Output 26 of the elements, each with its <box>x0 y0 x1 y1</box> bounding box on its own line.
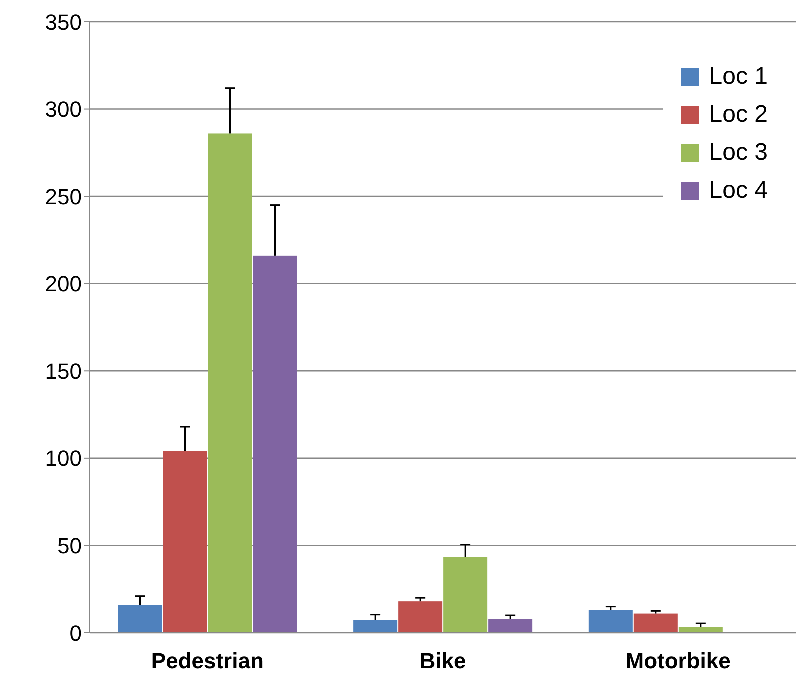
y-tick-label: 300 <box>45 97 82 122</box>
bar <box>118 605 162 633</box>
bar <box>253 256 298 633</box>
x-tick-label: Pedestrian <box>151 648 264 674</box>
legend-label: Loc 2 <box>709 101 768 129</box>
y-tick-label: 0 <box>70 620 82 646</box>
y-tick-label: 350 <box>45 10 82 35</box>
y-tick-label: 50 <box>58 534 82 559</box>
legend-label: Loc 4 <box>709 177 768 205</box>
bar <box>208 134 252 633</box>
y-tick-label: 200 <box>45 272 82 297</box>
y-tick-label: 150 <box>45 358 82 384</box>
bar <box>634 614 678 633</box>
bar <box>398 602 443 633</box>
legend-label: Loc 3 <box>709 139 768 167</box>
x-tick-label: Motorbike <box>626 648 731 674</box>
x-tick-label: Bike <box>420 648 466 674</box>
bar <box>354 620 398 633</box>
bar <box>488 619 533 633</box>
bar <box>588 610 633 633</box>
legend-label: Loc 1 <box>709 63 768 91</box>
y-tick-label: 250 <box>45 184 82 210</box>
bar <box>444 557 488 633</box>
bar <box>678 627 723 633</box>
y-tick-label: 100 <box>45 446 82 472</box>
bar <box>163 451 208 633</box>
